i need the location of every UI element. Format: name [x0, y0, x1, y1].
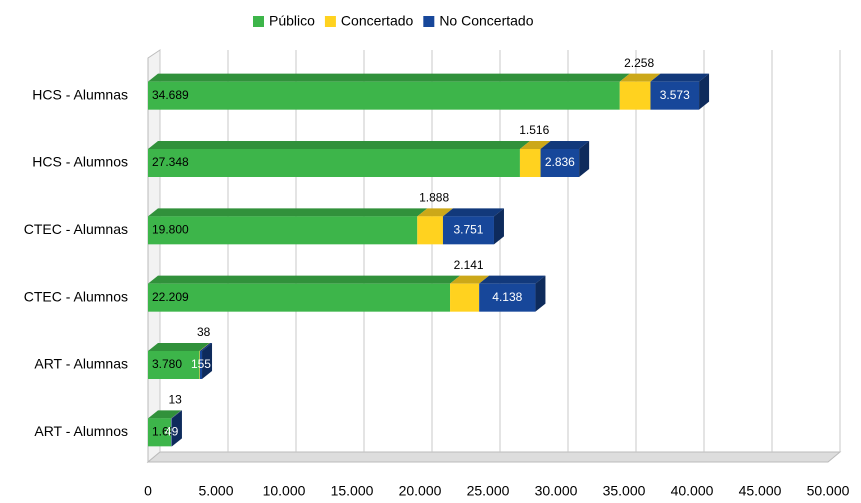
bar-top-face [171, 410, 182, 419]
data-label: 38 [197, 325, 211, 339]
bar [199, 351, 200, 379]
floor [146, 451, 842, 463]
legend-swatch [253, 16, 264, 27]
bar-top-face [199, 343, 210, 351]
bar-top-face [540, 141, 590, 149]
data-label: 4.138 [492, 290, 522, 304]
y-tick-label: HCS - Alumnos [32, 154, 128, 170]
bar [199, 351, 203, 379]
bar [171, 418, 172, 447]
bar [148, 283, 451, 312]
bar-top-face [148, 343, 210, 351]
data-label: 49 [165, 425, 179, 439]
bar-top-face [148, 73, 630, 82]
bar [450, 283, 480, 312]
data-label: 1.516 [519, 123, 549, 137]
bar-top-face [519, 141, 551, 149]
legend-swatch [324, 16, 336, 27]
bar-top-face [199, 343, 213, 351]
bar [148, 418, 172, 447]
bar-side-face [171, 410, 182, 447]
bar-top-face [148, 410, 182, 419]
bar-top-face [148, 208, 428, 217]
bar [442, 216, 494, 245]
data-label: 22.209 [152, 290, 189, 304]
x-tick-label: 0 [144, 483, 152, 499]
bar-top-face [650, 73, 710, 82]
y-tick-label: ART - Alumnos [34, 423, 128, 439]
bar-top-face [450, 275, 490, 284]
x-tick-label: 15.000 [331, 483, 374, 499]
bar [417, 216, 443, 245]
y-tick-label: CTEC - Alumnos [24, 288, 128, 304]
bar-top-face [171, 410, 182, 419]
data-label: 19.800 [152, 223, 189, 237]
data-label: 34.689 [152, 88, 189, 102]
data-label: 3.573 [660, 88, 690, 102]
bar [148, 351, 200, 379]
data-label: 27.348 [152, 155, 189, 169]
bar-top-face [148, 141, 530, 149]
data-label: 2.258 [624, 56, 654, 70]
data-label: 3.780 [152, 357, 182, 371]
data-label: 13 [169, 393, 183, 407]
x-tick-label: 5.000 [198, 483, 233, 499]
bar-top-face [148, 275, 461, 284]
bar-top-face [417, 208, 453, 217]
bar-side-face [699, 73, 710, 110]
bar [619, 81, 651, 110]
x-tick-label: 25.000 [467, 483, 510, 499]
legend-label: No Concertado [439, 13, 533, 29]
y-tick-label: CTEC - Alumnas [24, 221, 128, 237]
legend-label: Público [269, 13, 315, 29]
bar-side-face [535, 275, 546, 312]
data-label: 1.888 [419, 191, 449, 205]
bar [479, 283, 536, 312]
bar [540, 149, 580, 177]
legend-swatch [423, 16, 435, 27]
bar-side-face [493, 208, 504, 245]
bar [148, 149, 520, 177]
bar [148, 216, 418, 245]
x-tick-label: 10.000 [263, 483, 306, 499]
y-tick-label: HCS - Alumnas [32, 86, 128, 102]
data-label: 2.141 [454, 258, 484, 272]
data-label: 2.836 [545, 155, 575, 169]
bar-top-face [479, 275, 546, 284]
bar [148, 81, 620, 110]
bar [650, 81, 700, 110]
data-label: 3.751 [453, 223, 483, 237]
data-label: 155 [191, 357, 211, 371]
x-tick-label: 50.000 [807, 483, 850, 499]
bar-side-face [579, 141, 590, 177]
x-tick-label: 20.000 [399, 483, 442, 499]
x-tick-label: 30.000 [535, 483, 578, 499]
legend-label: Concertado [341, 13, 414, 29]
left-wall [147, 49, 161, 464]
bar-top-face [442, 208, 504, 217]
bar [519, 149, 541, 177]
bar-top-face [619, 73, 661, 82]
x-tick-label: 40.000 [671, 483, 714, 499]
y-tick-label: ART - Alumnas [34, 356, 128, 372]
x-tick-label: 35.000 [603, 483, 646, 499]
bar-side-face [202, 343, 213, 379]
x-tick-label: 45.000 [739, 483, 782, 499]
